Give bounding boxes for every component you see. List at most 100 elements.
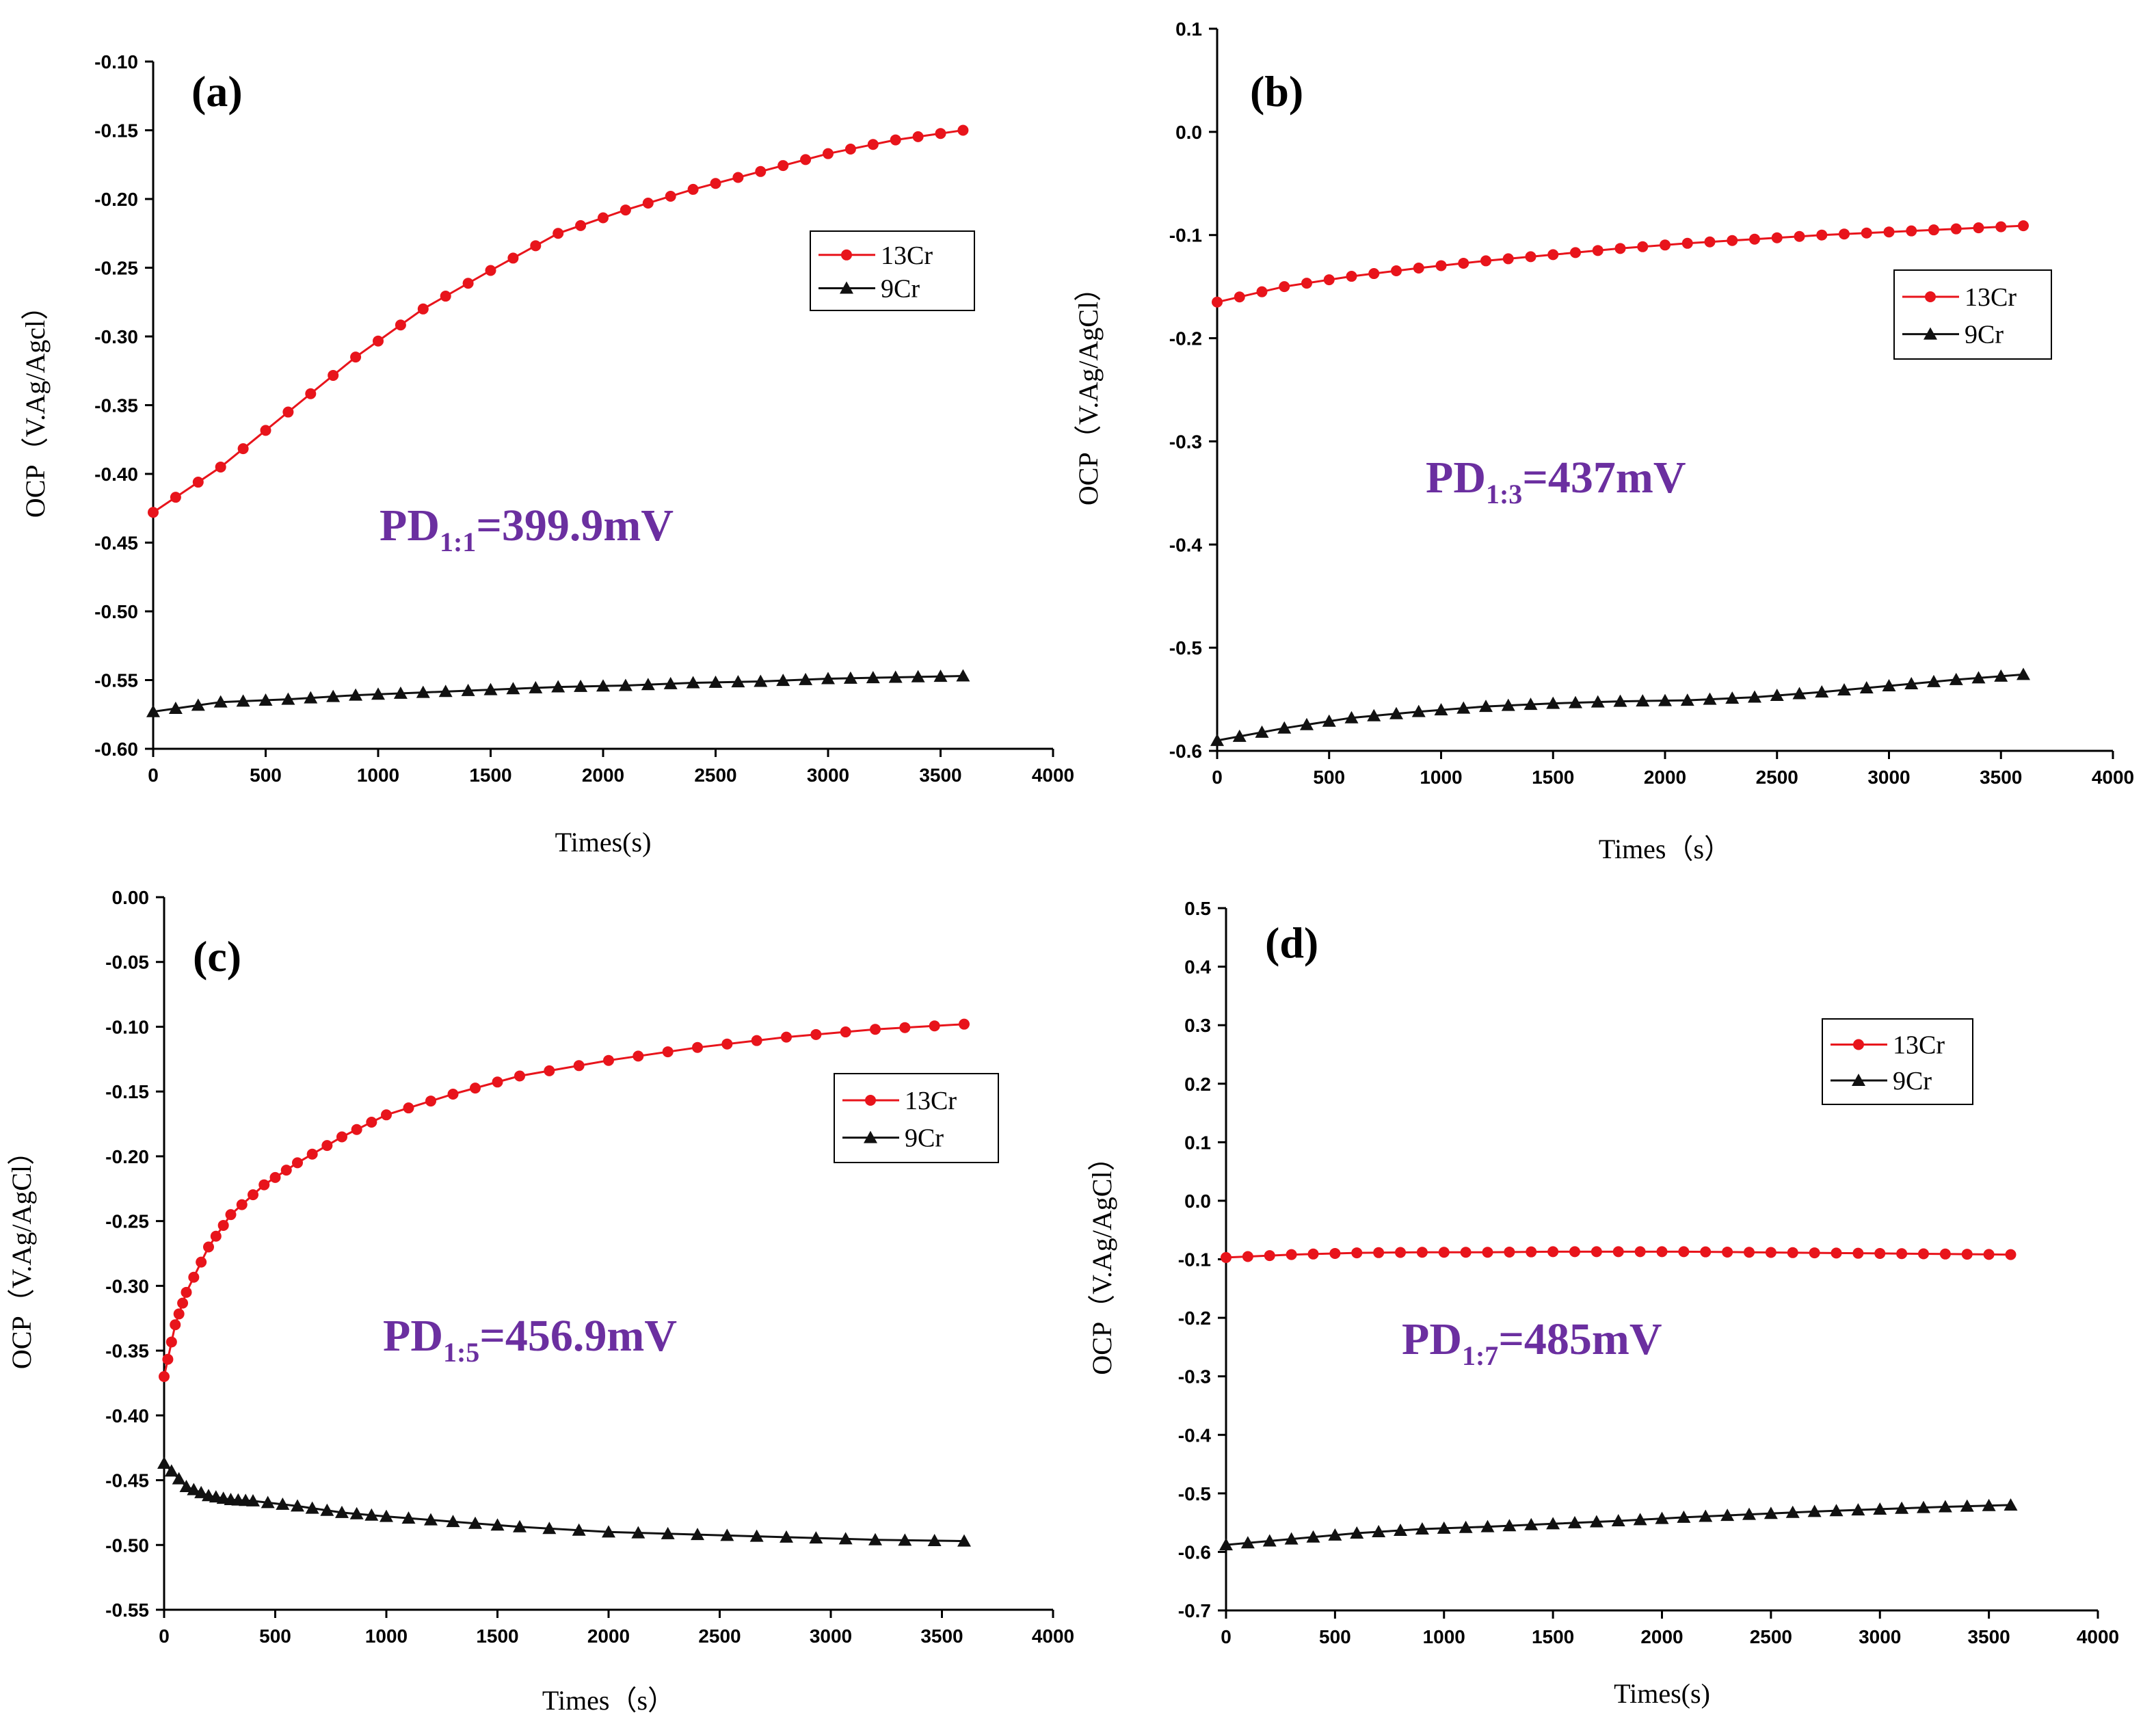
x-tick-label: 0 <box>159 1625 170 1647</box>
x-tick-label: 3500 <box>919 765 961 786</box>
legend-box <box>1822 1018 1973 1105</box>
series-9Cr <box>157 1456 971 1547</box>
y-tick-label: 0.0 <box>1184 1191 1211 1212</box>
data-point-9Cr <box>371 687 385 700</box>
data-point-13Cr <box>665 190 676 202</box>
y-tick-label: -0.15 <box>105 1081 149 1102</box>
data-point-9Cr <box>304 691 318 704</box>
data-point-13Cr <box>1983 1249 1995 1260</box>
y-tick-label: -0.55 <box>94 670 138 691</box>
data-point-13Cr <box>781 1031 792 1043</box>
data-point-13Cr <box>165 1336 177 1348</box>
data-point-9Cr <box>1300 717 1314 730</box>
data-point-13Cr <box>1973 222 1984 234</box>
y-tick-label: -0.3 <box>1178 1366 1211 1388</box>
data-point-13Cr <box>514 1070 525 1082</box>
data-point-9Cr <box>868 1532 882 1545</box>
data-point-13Cr <box>1221 1251 1232 1263</box>
data-point-13Cr <box>1995 221 2007 233</box>
data-point-9Cr <box>838 1532 853 1545</box>
x-tick-label: 3500 <box>920 1625 963 1647</box>
x-tick-label: 1500 <box>1532 1626 1574 1647</box>
x-tick-label: 1000 <box>1423 1626 1465 1647</box>
data-point-9Cr <box>1255 725 1269 738</box>
data-point-13Cr <box>162 1353 174 1365</box>
data-point-9Cr <box>1568 1515 1582 1528</box>
data-point-9Cr <box>1680 693 1694 706</box>
data-point-9Cr <box>1917 1500 1930 1513</box>
data-point-13Cr <box>710 178 721 189</box>
data-point-13Cr <box>292 1157 303 1169</box>
y-tick-label: -0.5 <box>1178 1483 1211 1504</box>
data-point-9Cr <box>618 678 633 691</box>
data-point-9Cr <box>888 670 903 683</box>
x-tick-label: 1500 <box>1532 767 1574 788</box>
data-point-9Cr <box>821 672 835 685</box>
data-point-13Cr <box>1256 286 1268 297</box>
series-13Cr <box>148 124 969 518</box>
data-point-9Cr <box>1240 1536 1255 1549</box>
data-point-9Cr <box>641 678 655 691</box>
data-point-9Cr <box>1611 1514 1625 1527</box>
data-point-9Cr <box>843 671 857 684</box>
data-point-9Cr <box>1613 694 1627 707</box>
y-tick-label: -0.30 <box>105 1275 149 1297</box>
legend-marker-9Cr <box>840 281 853 294</box>
y-tick-label: -0.4 <box>1169 534 1203 555</box>
y-tick-label: -0.35 <box>94 395 138 416</box>
data-point-13Cr <box>2018 220 2029 232</box>
data-point-9Cr <box>1837 682 1851 695</box>
x-tick-label: 4000 <box>2077 1626 2119 1647</box>
data-point-9Cr <box>380 1509 393 1522</box>
data-point-13Cr <box>1839 228 1850 240</box>
data-point-13Cr <box>957 124 969 136</box>
data-point-9Cr <box>1949 672 1963 685</box>
data-point-13Cr <box>1346 271 1357 282</box>
y-tick-label: -0.1 <box>1169 225 1202 246</box>
data-point-13Cr <box>260 425 271 436</box>
data-point-9Cr <box>1284 1532 1299 1545</box>
data-point-13Cr <box>1547 249 1559 261</box>
data-point-9Cr <box>596 679 610 692</box>
y-tick-label: -0.45 <box>94 533 138 554</box>
data-point-13Cr <box>751 1035 762 1046</box>
data-point-13Cr <box>1264 1250 1275 1262</box>
data-point-13Cr <box>1918 1248 1929 1260</box>
data-point-13Cr <box>321 1140 333 1152</box>
data-point-13Cr <box>485 265 496 276</box>
data-point-9Cr <box>1411 704 1426 717</box>
data-point-13Cr <box>203 1241 214 1253</box>
data-point-13Cr <box>823 148 834 159</box>
data-point-9Cr <box>349 688 363 701</box>
data-point-13Cr <box>381 1109 392 1121</box>
legend-box <box>810 230 975 311</box>
data-point-13Cr <box>1727 235 1738 246</box>
data-point-13Cr <box>1569 1246 1580 1258</box>
data-point-9Cr <box>1437 1521 1451 1534</box>
data-point-9Cr <box>1523 698 1538 711</box>
data-point-9Cr <box>691 1528 704 1541</box>
panel-label: (a) <box>191 67 243 116</box>
data-point-13Cr <box>1950 223 1962 235</box>
data-point-13Cr <box>721 1038 733 1050</box>
legend-marker-9Cr <box>864 1130 877 1143</box>
pd-annotation: PD1:7=485mV <box>1402 1314 1662 1371</box>
data-point-9Cr <box>1322 714 1336 727</box>
data-point-9Cr <box>1748 690 1761 703</box>
data-point-13Cr <box>1502 253 1514 265</box>
data-point-9Cr <box>572 1523 586 1536</box>
y-tick-label: -0.6 <box>1178 1541 1211 1563</box>
panel-b: 0 500 1000 1500 2000 2500 3000 3500 4000 -0.6 -0.5… <box>1073 18 2134 864</box>
data-point-9Cr <box>1982 1498 1996 1511</box>
data-point-13Cr <box>492 1076 503 1088</box>
data-point-9Cr <box>1677 1510 1691 1523</box>
data-point-9Cr <box>776 674 790 687</box>
y-tick-label: -0.35 <box>105 1340 149 1362</box>
legend-box <box>834 1073 999 1163</box>
legend-label-13Cr: 13Cr <box>881 241 933 270</box>
data-point-13Cr <box>844 143 856 155</box>
data-point-13Cr <box>1482 1247 1493 1258</box>
legend: 13Cr 9Cr <box>834 1073 999 1163</box>
y-tick-label: 0.1 <box>1175 18 1202 40</box>
data-point-13Cr <box>192 477 204 488</box>
